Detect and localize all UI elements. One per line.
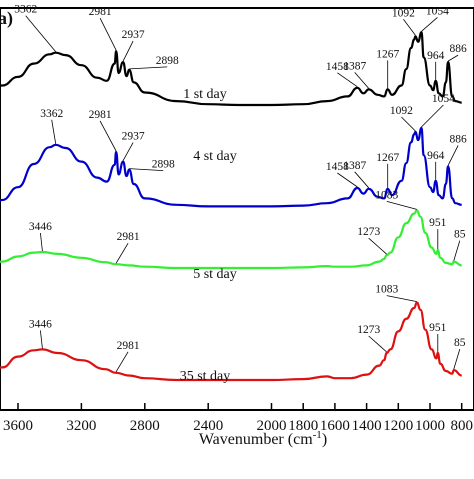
x-axis-ticks: 3600 3200 2800 2400 2000 1800 1600 1400 1200 1000… — [3, 403, 473, 434]
peak-leader-3 — [122, 40, 134, 62]
peak-leader-26 — [386, 201, 417, 210]
x-tick-label-1: 3600 — [3, 418, 33, 434]
peak-label-20: 1054 — [432, 93, 455, 105]
x-tick-label-11: 800 — [450, 418, 473, 434]
peak-leader-4 — [129, 66, 168, 70]
peak-leader-11 — [447, 54, 459, 62]
x-tick-label-8: 1400 — [352, 418, 382, 434]
peak-label-11: 886 — [449, 43, 467, 55]
peak-leader-1 — [25, 15, 57, 52]
peak-leader-14 — [122, 142, 134, 161]
peak-label-22: 886 — [449, 133, 467, 145]
peak-leader-5 — [337, 72, 358, 88]
peak-leader-9 — [421, 17, 438, 32]
peak-label-8: 1092 — [392, 7, 415, 19]
series-line-3 — [0, 209, 462, 270]
peak-label-19: 1092 — [390, 105, 413, 117]
peak-leader-12 — [51, 119, 57, 144]
peak-leader-29 — [40, 330, 43, 349]
series-label-1: 1 st day — [183, 87, 227, 102]
peak-leader-17 — [354, 171, 370, 189]
peak-label-15: 2898 — [152, 159, 175, 171]
peak-leader-6 — [354, 72, 370, 89]
peak-label-5: 1458 — [326, 61, 349, 73]
peak-label-7: 1267 — [376, 48, 399, 60]
series-label-2: 4 st day — [193, 149, 237, 164]
peak-leader-24 — [115, 242, 129, 264]
series-line-2 — [0, 126, 462, 208]
panel-label: a) — [0, 8, 13, 29]
peak-leader-30 — [115, 351, 129, 373]
peak-label-23: 3446 — [29, 221, 52, 233]
peak-label-2: 2981 — [89, 6, 112, 18]
peak-label-16: 1458 — [326, 161, 349, 173]
peak-label-24: 2981 — [117, 231, 140, 243]
peak-label-12: 3362 — [40, 108, 63, 120]
peak-label-3: 2937 — [122, 29, 145, 41]
peak-leader-2 — [99, 18, 117, 51]
peak-label-29: 3446 — [29, 318, 52, 330]
peak-label-27: 951 — [429, 217, 447, 229]
peak-label-10: 964 — [427, 50, 445, 62]
peak-leader-28 — [453, 240, 461, 261]
peak-label-33: 951 — [429, 322, 447, 334]
peak-label-6: 1387 — [343, 60, 366, 72]
peak-leader-31 — [368, 335, 387, 353]
peak-label-31: 1273 — [357, 324, 380, 336]
series-label-4: 35 st day — [180, 369, 231, 384]
peak-leader-15 — [129, 168, 164, 171]
peak-label-17: 1387 — [343, 160, 366, 172]
x-tick-label-2: 3200 — [66, 418, 96, 434]
x-tick-label-9: 1200 — [383, 418, 413, 434]
peak-leader-8 — [403, 19, 416, 36]
x-tick-label-7: 1600 — [320, 418, 350, 434]
peak-label-21: 964 — [427, 150, 445, 162]
peak-leader-19 — [401, 116, 416, 132]
peak-label-13: 2981 — [89, 109, 112, 121]
x-tick-label-6: 1800 — [288, 418, 318, 434]
peak-label-18: 1267 — [376, 152, 399, 164]
peak-leader-25 — [368, 237, 387, 255]
plot-frame — [0, 7, 474, 411]
peak-leader-32 — [386, 295, 417, 302]
peak-label-1: 3362 — [14, 4, 37, 16]
x-tick-label-10: 1000 — [415, 418, 445, 434]
peak-label-30: 2981 — [117, 340, 140, 352]
peak-label-9: 1054 — [426, 5, 449, 17]
peak-label-25: 1273 — [357, 226, 380, 238]
peak-leader-23 — [40, 232, 43, 252]
peak-label-34: 85 — [454, 337, 466, 349]
day-labels: 1 st day 4 st day 5 st day 35 st day — [180, 87, 237, 384]
x-tick-label-4: 2400 — [193, 418, 223, 434]
spectra-group — [0, 31, 462, 382]
x-tick-label-3: 2800 — [130, 418, 160, 434]
series-label-3: 5 st day — [193, 267, 237, 282]
peak-leader-20 — [421, 104, 444, 128]
peak-label-32: 1083 — [375, 284, 398, 296]
x-tick-label-5: 2000 — [257, 418, 287, 434]
peak-label-26: 1083 — [375, 189, 398, 201]
peak-leader-34 — [453, 348, 461, 370]
peak-label-4: 2898 — [156, 55, 179, 67]
peak-label-28: 85 — [454, 229, 466, 241]
series-line-1 — [0, 31, 462, 107]
peak-label-14: 2937 — [122, 131, 145, 143]
peak-leader-22 — [447, 145, 459, 166]
x-axis-title: Wavenumber (cm-1) — [199, 429, 327, 448]
peak-leader-16 — [337, 172, 358, 188]
series-line-4 — [0, 301, 462, 382]
peak-leader-13 — [99, 120, 117, 152]
